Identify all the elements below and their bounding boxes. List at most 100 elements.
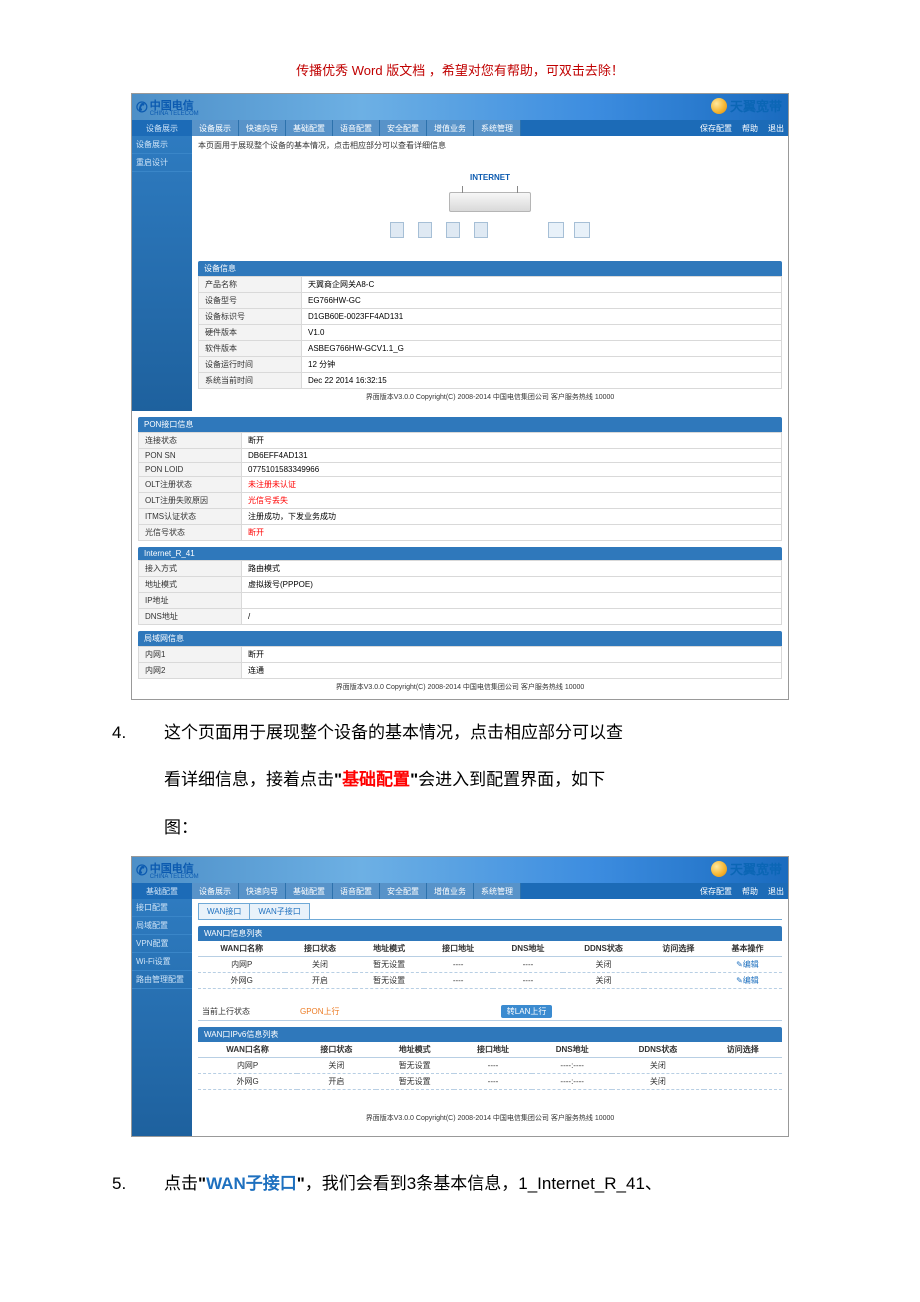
col: 地址模式 [355,941,424,957]
table-head: WAN口名称 接口状态 地址模式 接口地址 DNS地址 DDNS状态 访问选择 [198,1042,782,1058]
logout-link[interactable]: 退出 [768,886,784,897]
cell [644,957,713,973]
help-link[interactable]: 帮助 [742,886,758,897]
cell: 系统当前时间 [199,373,302,389]
footer-copyright: 界面版本V3.0.0 Copyright(C) 2008-2014 中国电信集团… [198,1110,782,1126]
table-row: 内网2连通 [139,663,782,679]
lan-table: 内网1断开 内网2连通 [138,646,782,679]
cell: 软件版本 [199,341,302,357]
cell: 暂无设置 [355,973,424,989]
nav-section-label: 设备展示 [132,120,192,136]
side-lan[interactable]: 局域配置 [132,917,192,935]
tab-voice[interactable]: 语音配置 [333,883,380,899]
wan-table: 接入方式路由模式 地址模式虚拟拨号(PPPOE) IP地址 DNS地址/ [138,560,782,625]
cell: 虚拟拨号(PPPOE) [242,577,782,593]
wifi-icons [548,222,590,238]
panel-title: WAN口IPv6信息列表 [198,1027,782,1042]
cell: OLT注册状态 [139,477,242,493]
save-config-link[interactable]: 保存配置 [700,886,732,897]
tab-system[interactable]: 系统管理 [474,883,521,899]
table-row: 地址模式虚拟拨号(PPPOE) [139,577,782,593]
cell [644,973,713,989]
side-route[interactable]: 路由管理配置 [132,971,192,989]
cell: 断开 [242,525,782,541]
tab-basic[interactable]: 基础配置 [286,883,333,899]
side-device[interactable]: 设备展示 [132,136,192,154]
subtab-wan[interactable]: WAN接口 [198,903,250,919]
cell: 0775101583349966 [242,463,782,477]
tianyi-text: 天翼宽带 [730,96,782,115]
tab-security[interactable]: 安全配置 [380,883,427,899]
subtab-row: WAN接口 WAN子接口 [198,903,782,920]
side-if[interactable]: 接口配置 [132,899,192,917]
pencil-icon: ✎ [736,960,743,969]
col: DNS地址 [493,941,564,957]
quote-mark: " [410,770,418,789]
cell: / [242,609,782,625]
cell: IP地址 [139,593,242,609]
cell: 连接状态 [139,433,242,449]
table-row: IP地址 [139,593,782,609]
cell: 接入方式 [139,561,242,577]
tab-security[interactable]: 安全配置 [380,120,427,136]
tab-voice[interactable]: 语音配置 [333,120,380,136]
tab-vas[interactable]: 增值业务 [427,883,474,899]
side-vpn[interactable]: VPN配置 [132,935,192,953]
help-link[interactable]: 帮助 [742,123,758,134]
panel-title: 局域网信息 [138,631,782,646]
tab-wizard[interactable]: 快速向导 [239,120,286,136]
tab-basic[interactable]: 基础配置 [286,120,333,136]
ct-sub: CHINA TELECOM [150,111,199,117]
col: 接口地址 [424,941,493,957]
side-wifi[interactable]: Wi-Fi设置 [132,953,192,971]
table-row: 接入方式路由模式 [139,561,782,577]
cell: 光信号丢失 [242,493,782,509]
body-text: 这个页面用于展现整个设备的基本情况，点击相应部分可以查 [164,723,623,742]
cell: ---- [424,957,493,973]
highlight-wan-sub: WAN子接口 [206,1174,297,1193]
body-text: 点击 [164,1174,198,1193]
col: 访问选择 [644,941,713,957]
cell: 开启 [285,973,354,989]
wifi-icon [574,222,590,238]
edit-link[interactable]: 编辑 [743,976,759,985]
cell: Dec 22 2014 16:32:15 [302,373,782,389]
tab-system[interactable]: 系统管理 [474,120,521,136]
logout-link[interactable]: 退出 [768,123,784,134]
port-icon [446,222,460,238]
table-row: 设备标识号D1GB60E-0023FF4AD131 [199,309,782,325]
upstream-value: GPON上行 [300,1007,340,1016]
table-row: 软件版本ASBEG766HW-GCV1.1_G [199,341,782,357]
tab-device[interactable]: 设备展示 [192,120,239,136]
table-row: 当前上行状态 GPON上行 转LAN上行 [198,1003,782,1021]
pon-panel: PON接口信息 连接状态断开 PON SNDB6EFF4AD131 PON LO… [132,417,788,541]
cell: ---- [493,957,564,973]
table-row: 硬件版本V1.0 [199,325,782,341]
subtab-wan-sub[interactable]: WAN子接口 [250,903,309,919]
panel-title: Internet_R_41 [138,547,782,560]
ct-sub: CHINA TELECOM [150,874,199,880]
side-restart[interactable]: 重启设计 [132,154,192,172]
cell [242,593,782,609]
edit-link[interactable]: 编辑 [743,960,759,969]
switch-upstream-button[interactable]: 转LAN上行 [501,1005,553,1018]
cell: ASBEG766HW-GCV1.1_G [302,341,782,357]
tab-wizard[interactable]: 快速向导 [239,883,286,899]
internet-label: INTERNET [470,173,510,182]
panel-title: WAN口信息列表 [198,926,782,941]
cell: 暂无设置 [376,1058,454,1074]
wan-ipv6-panel: WAN口IPv6信息列表 WAN口名称 接口状态 地址模式 接口地址 DNS地址… [198,1027,782,1090]
nav-tabs: 设备展示 快速向导 基础配置 语音配置 安全配置 增值业务 系统管理 [192,883,521,899]
table-row: 设备型号EG766HW-GC [199,293,782,309]
col: 接口状态 [285,941,354,957]
tab-vas[interactable]: 增值业务 [427,120,474,136]
save-config-link[interactable]: 保存配置 [700,123,732,134]
cell: 断开 [242,647,782,663]
tianyi-orb-icon [711,861,727,877]
cell: 地址模式 [139,577,242,593]
sidebar: 设备展示 重启设计 [132,136,192,411]
tab-device[interactable]: 设备展示 [192,883,239,899]
body-text: 图： [164,818,198,837]
cell: D1GB60E-0023FF4AD131 [302,309,782,325]
footer-copyright: 界面版本V3.0.0 Copyright(C) 2008-2014 中国电信集团… [198,389,782,405]
